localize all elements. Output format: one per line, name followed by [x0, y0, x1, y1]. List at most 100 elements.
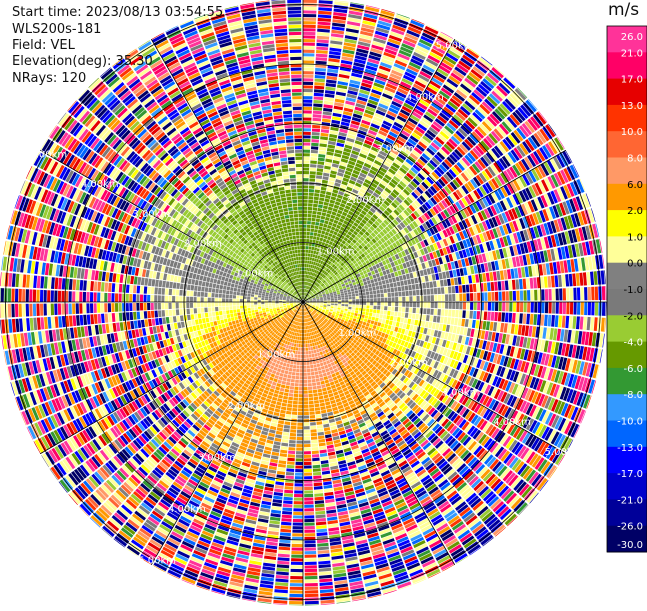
velocity-gate: [326, 506, 336, 510]
velocity-gate: [331, 305, 334, 307]
velocity-gate: [583, 317, 587, 330]
velocity-gate: [314, 193, 319, 197]
velocity-gate: [306, 250, 309, 253]
velocity-gate: [331, 299, 334, 301]
velocity-gate: [316, 57, 327, 61]
velocity-gate: [316, 50, 328, 54]
velocity-gate: [324, 488, 333, 492]
velocity-gate: [316, 172, 322, 176]
velocity-gate: [523, 290, 526, 300]
velocity-gate: [334, 307, 337, 309]
velocity-gate: [314, 353, 317, 357]
velocity-gate: [322, 467, 330, 471]
velocity-gate: [306, 235, 309, 238]
velocity-gate: [552, 302, 555, 314]
velocity-gate: [502, 291, 505, 300]
velocity-gate: [441, 287, 445, 294]
velocity-gate: [305, 344, 307, 347]
velocity-gate: [319, 197, 324, 201]
velocity-gates: [0, 0, 609, 607]
velocity-gate: [329, 203, 334, 207]
velocity-gate: [381, 294, 384, 298]
velocity-gate: [427, 289, 430, 295]
velocity-gate: [305, 330, 307, 333]
velocity-gate: [363, 305, 366, 308]
velocity-gate: [373, 294, 376, 298]
velocity-gate: [338, 300, 341, 302]
velocity-gate: [329, 367, 333, 371]
velocity-gate: [452, 310, 456, 317]
velocity-gate: [329, 459, 337, 463]
velocity-gate: [316, 414, 322, 418]
velocity-gate: [435, 323, 439, 330]
velocity-gate: [530, 278, 534, 289]
velocity-gate: [372, 313, 376, 317]
velocity-gate: [308, 387, 312, 390]
velocity-gate: [341, 298, 344, 300]
velocity-gate: [303, 221, 307, 224]
velocity-gate: [324, 376, 328, 380]
velocity-gate: [383, 328, 387, 333]
velocity-gate: [487, 282, 491, 291]
velocity-gate: [489, 322, 493, 331]
velocity-gate: [423, 328, 427, 334]
velocity-gate: [341, 295, 344, 297]
velocity-gate: [412, 284, 416, 290]
velocity-gate: [390, 316, 394, 321]
velocity-gate: [427, 309, 430, 315]
velocity-gate: [308, 207, 313, 210]
velocity-gate: [494, 312, 498, 321]
velocity-gate: [318, 21, 331, 25]
velocity-gate: [378, 281, 382, 285]
velocity-gate: [381, 306, 384, 310]
velocity-gate: [501, 281, 505, 290]
velocity-gate: [540, 314, 544, 325]
velocity-gate: [469, 284, 473, 292]
velocity-gate: [402, 291, 405, 296]
velocity-gate: [558, 315, 562, 327]
velocity-gate: [465, 276, 469, 284]
velocity-gate: [530, 314, 534, 325]
velocity-gate: [324, 235, 328, 239]
velocity-gate: [376, 273, 380, 277]
velocity-gate: [581, 302, 584, 315]
velocity-gate: [310, 175, 316, 178]
velocity-gate: [366, 268, 370, 272]
velocity-gate: [588, 302, 591, 315]
velocity-gate: [303, 25, 316, 28]
velocity-gate: [303, 175, 309, 178]
velocity-gate: [303, 232, 306, 235]
velocity-gate: [312, 461, 320, 465]
velocity-gate: [318, 226, 322, 230]
velocity-gate: [462, 310, 466, 318]
velocity-gate: [406, 296, 409, 301]
velocity-gate: [324, 365, 328, 369]
velocity-gate: [461, 319, 465, 327]
velocity-gate: [360, 282, 364, 286]
velocity-gate: [477, 293, 480, 301]
velocity-gate: [314, 400, 319, 404]
velocity-gate: [452, 294, 455, 301]
velocity-gate: [410, 325, 414, 331]
velocity-gate: [338, 296, 341, 298]
velocity-gate: [395, 302, 398, 306]
velocity-gate: [512, 280, 516, 290]
velocity-gate: [420, 270, 424, 276]
velocity-gate: [440, 316, 444, 323]
velocity-gate: [404, 280, 408, 285]
velocity-gate: [377, 294, 380, 298]
velocity-gate: [431, 302, 434, 308]
velocity-gate: [327, 363, 331, 367]
velocity-gate: [323, 420, 329, 424]
velocity-gate: [449, 302, 452, 309]
velocity-gate: [313, 107, 322, 111]
velocity-gate: [308, 200, 313, 203]
velocity-gate: [308, 394, 313, 397]
velocity-gate: [491, 312, 495, 321]
velocity-gate: [359, 279, 363, 283]
velocity-gate: [326, 191, 332, 195]
velocity-gate: [520, 290, 523, 300]
velocity-gate: [313, 100, 322, 104]
velocity-gate: [569, 316, 573, 329]
